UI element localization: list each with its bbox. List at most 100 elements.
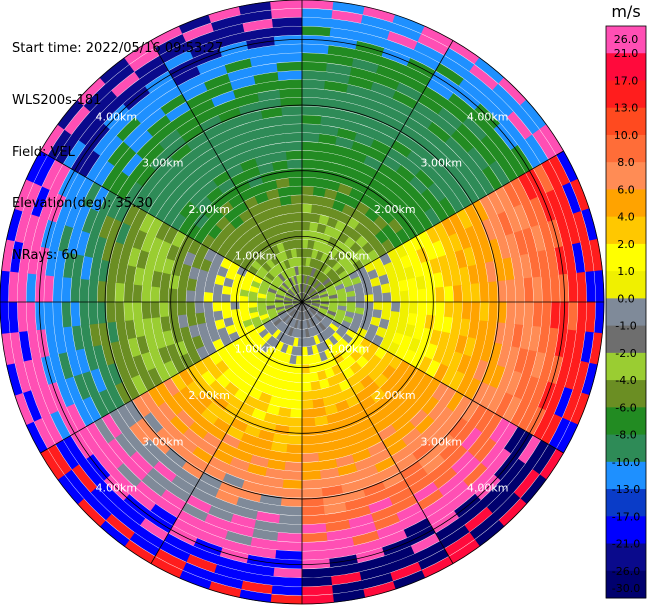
range-gate <box>550 274 560 303</box>
range-gate <box>288 417 303 427</box>
range-gate <box>281 488 303 498</box>
range-gate <box>169 314 180 331</box>
colorbar-swatch <box>606 53 646 81</box>
range-gate <box>195 290 205 303</box>
instrument-name: WLS200s-181 <box>12 93 102 108</box>
colorbar-tick-label: 26.0 <box>614 33 639 46</box>
colorbar-swatch <box>606 107 646 136</box>
range-gate <box>279 88 303 99</box>
range-gate <box>514 301 525 326</box>
azimuth-spoke <box>150 40 303 303</box>
colorbar-tick-label: 17.0 <box>614 74 639 87</box>
range-gate <box>301 382 312 392</box>
colorbar-tick-label: -6.0 <box>615 401 636 414</box>
range-gate <box>271 206 284 217</box>
range-gate <box>550 301 560 330</box>
range-gate <box>279 195 293 206</box>
range-gate <box>316 151 334 163</box>
range-gate <box>308 363 318 373</box>
range-gate <box>301 470 321 480</box>
range-ring-label: 1.00km <box>235 250 277 263</box>
colorbar-tick-label: 4.0 <box>617 211 635 224</box>
range-gate <box>284 141 303 152</box>
range-gate <box>271 576 303 587</box>
range-gate <box>301 452 320 463</box>
range-gate <box>150 301 160 319</box>
range-gate <box>424 314 435 331</box>
range-gate <box>124 301 134 321</box>
range-gate <box>26 301 37 332</box>
azimuth-spoke <box>301 301 564 454</box>
range-gate <box>450 317 462 336</box>
range-gate <box>301 124 321 134</box>
range-gate <box>461 301 472 320</box>
range-gate <box>297 257 303 267</box>
range-gate <box>297 266 303 275</box>
range-gate <box>567 272 578 303</box>
velocity-gates <box>0 0 605 605</box>
colorbar-title: m/s <box>611 2 640 21</box>
range-gate <box>373 293 383 303</box>
colorbar-tick-label: 1.0 <box>617 265 635 278</box>
range-gate <box>206 320 217 333</box>
range-gate <box>115 301 125 322</box>
range-gate <box>292 382 303 392</box>
range-gate <box>301 576 333 587</box>
range-gate <box>292 212 303 222</box>
colorbar-frame <box>605 25 647 599</box>
range-gate <box>282 115 303 125</box>
range-gate <box>399 301 409 314</box>
range-gate <box>301 541 329 552</box>
range-gate <box>141 301 152 320</box>
range-gate <box>301 141 320 152</box>
range-gate <box>320 298 329 303</box>
range-gate <box>106 281 116 303</box>
range-gate <box>307 354 316 365</box>
colorbar-swatch <box>606 298 646 327</box>
azimuth-spoke <box>301 150 564 303</box>
range-gate <box>315 432 332 444</box>
range-gate <box>301 177 316 187</box>
range-gate <box>239 307 250 316</box>
range-gate <box>505 279 516 303</box>
nrays: NRays: 60 <box>12 247 78 263</box>
range-gate <box>532 301 543 328</box>
range-gate <box>203 301 213 313</box>
range-gate <box>398 311 409 325</box>
range-gate <box>576 301 587 333</box>
range-gate <box>373 301 383 311</box>
colorbar-swatch <box>606 570 646 599</box>
range-gate <box>275 541 303 552</box>
range-gate <box>272 567 303 578</box>
range-gate <box>444 285 454 303</box>
range-gate <box>514 278 525 303</box>
range-gate <box>296 248 303 258</box>
range-gate <box>291 203 303 213</box>
range-gate <box>287 426 303 436</box>
range-gate <box>274 550 303 560</box>
range-gate <box>408 301 418 315</box>
range-gate <box>203 291 213 303</box>
range-gate <box>382 301 392 312</box>
range-gate <box>272 432 289 444</box>
colorbar-tick-label: -2.0 <box>615 347 636 360</box>
range-gate <box>450 268 462 287</box>
range-gate <box>277 523 303 534</box>
range-gate <box>301 329 307 338</box>
range-gate <box>273 169 290 180</box>
range-gate <box>576 271 587 303</box>
range-gate <box>271 8 303 19</box>
range-gate <box>290 399 303 409</box>
range-gate <box>301 168 317 178</box>
range-gate <box>301 79 326 90</box>
range-gate <box>426 301 436 317</box>
range-gate <box>268 142 287 154</box>
colorbar-swatch <box>606 243 646 272</box>
range-gate <box>389 281 400 293</box>
range-gate <box>301 488 323 498</box>
start-time: Start time: 2022/05/16 09:53:27 <box>12 41 224 57</box>
range-gate <box>279 398 293 409</box>
azimuth-spoke <box>40 150 303 303</box>
range-gate <box>283 124 303 134</box>
azimuth-spoke <box>301 301 454 564</box>
